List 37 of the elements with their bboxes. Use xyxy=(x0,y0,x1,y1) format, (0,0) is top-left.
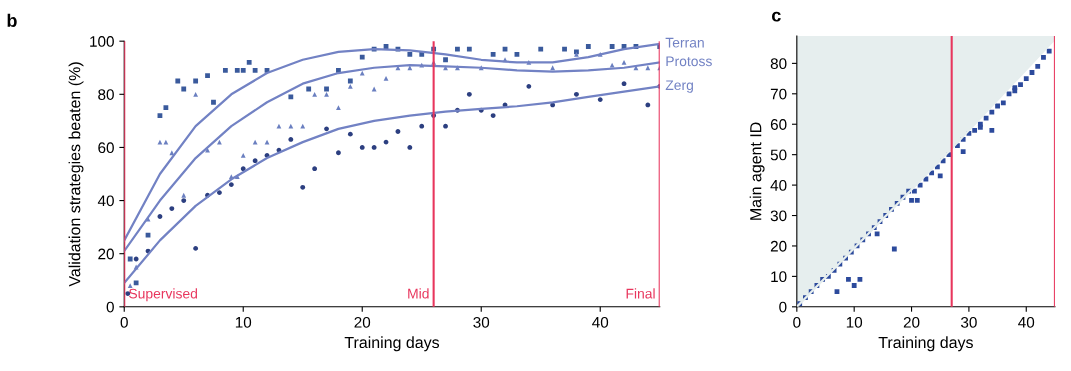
y-axis-title: Validation strategies beaten (%) xyxy=(68,62,84,287)
y-tick-label: 0 xyxy=(779,301,787,313)
ref-line-label: Supervised xyxy=(129,288,197,302)
x-tick-label: 40 xyxy=(592,316,609,328)
x-axis-title: Training days xyxy=(878,336,973,352)
x-axis-title: Training days xyxy=(344,336,440,352)
x-tick-label: 10 xyxy=(846,316,863,328)
series-label: Protoss xyxy=(666,56,712,67)
x-tick-label: 0 xyxy=(120,316,128,328)
series-label: Terran xyxy=(665,37,704,48)
y-tick-label: 70 xyxy=(770,88,787,100)
y-tick-label: 30 xyxy=(770,210,787,222)
ref-line-label: Final xyxy=(626,288,655,299)
y-tick-label: 60 xyxy=(98,142,114,154)
y-tick-label: 80 xyxy=(770,58,787,70)
y-tick-label: 50 xyxy=(770,149,787,161)
y-tick-label: 60 xyxy=(770,119,787,130)
y-tick-label: 40 xyxy=(770,179,787,191)
chart-title: c xyxy=(772,11,781,22)
x-tick-label: 40 xyxy=(1018,316,1035,328)
y-tick-label: 20 xyxy=(98,248,114,260)
y-tick-label: 20 xyxy=(770,240,787,252)
x-tick-label: 30 xyxy=(473,316,490,328)
ref-line-label: Mid xyxy=(408,288,429,299)
chart-title: b xyxy=(7,13,17,27)
x-tick-label: 20 xyxy=(354,316,371,328)
y-tick-label: 40 xyxy=(97,195,114,207)
series-label: Zerg xyxy=(665,80,693,93)
x-tick-label: 0 xyxy=(793,316,801,328)
x-tick-label: 30 xyxy=(960,316,977,328)
x-tick-label: 10 xyxy=(235,316,252,328)
y-tick-label: 80 xyxy=(98,89,114,100)
y-axis-title: Main agent ID xyxy=(749,122,765,220)
y-tick-label: 0 xyxy=(106,301,114,313)
y-tick-label: 100 xyxy=(90,36,114,47)
x-tick-label: 20 xyxy=(903,316,920,328)
y-tick-label: 10 xyxy=(771,271,787,283)
